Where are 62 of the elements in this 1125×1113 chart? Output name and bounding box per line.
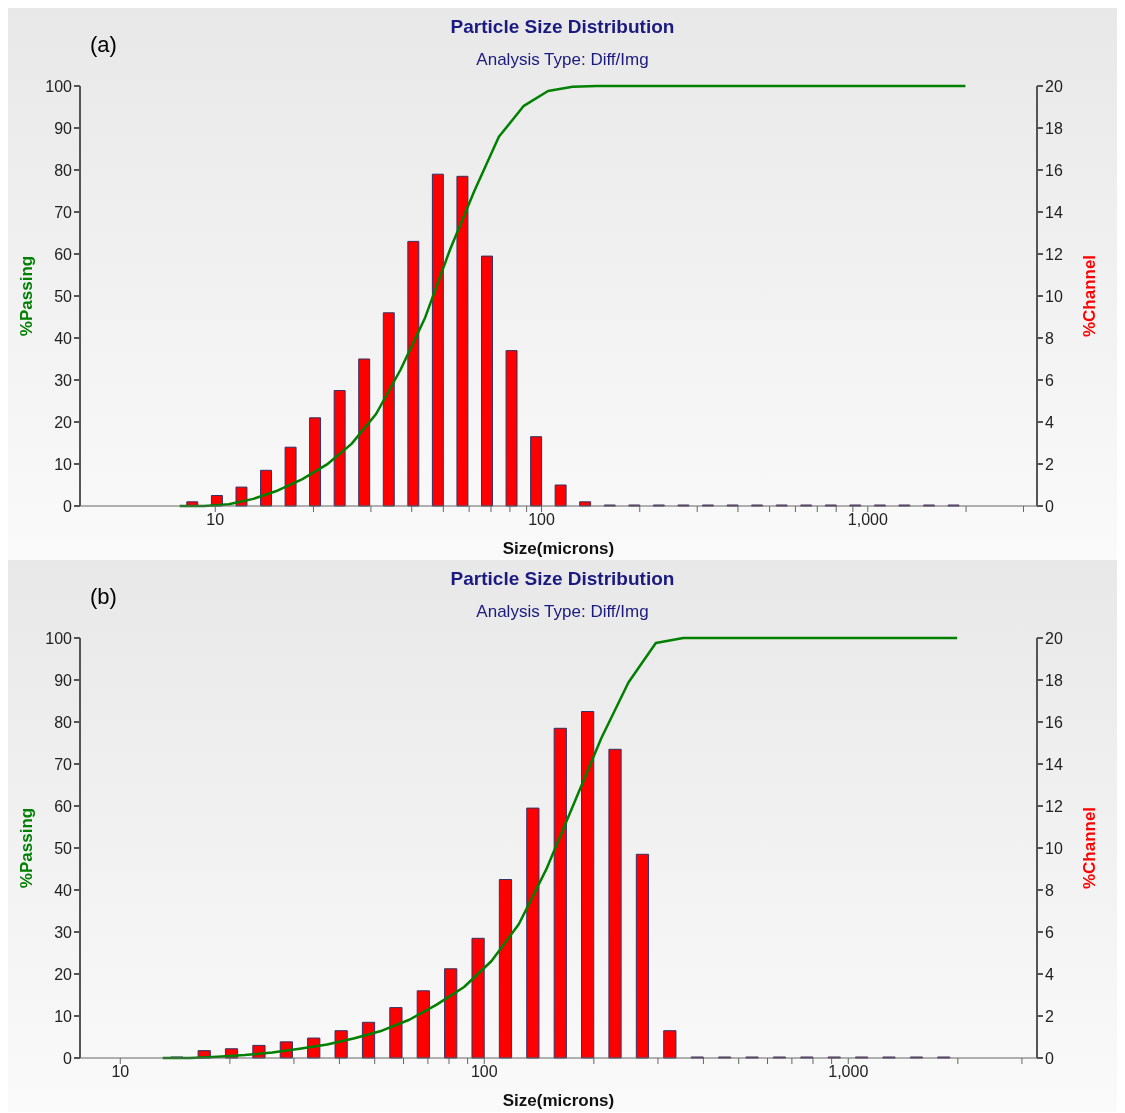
y-tick-label: 100 — [45, 77, 73, 95]
text: (a) — [90, 32, 117, 58]
y2-tick-label: 6 — [1045, 371, 1054, 389]
x-tick-label: 1,000 — [847, 511, 888, 529]
y2-tick-label: 10 — [1045, 287, 1063, 305]
y2-tick-label: 14 — [1045, 755, 1063, 773]
y-tick-label: 30 — [54, 371, 73, 389]
y2-tick-label: 12 — [1045, 797, 1063, 815]
y2-tick-label: 20 — [1045, 629, 1063, 647]
y2-tick-label: 18 — [1045, 671, 1063, 689]
x-tick-label: 10 — [111, 1063, 130, 1081]
x-tick-label: 10 — [206, 511, 225, 529]
y-tick-label: 90 — [54, 119, 73, 137]
y2-tick-label: 2 — [1045, 1007, 1054, 1025]
x-tick-label: 100 — [470, 1063, 498, 1081]
chart-title: Particle Size Distribution — [450, 568, 675, 589]
x-axis-title: Size(microns) — [502, 539, 615, 558]
x-axis-title: Size(microns) — [502, 1091, 615, 1110]
y-tick-label: 0 — [63, 497, 73, 515]
y-tick-label: 70 — [54, 203, 73, 221]
y-tick-label: 0 — [63, 1049, 73, 1067]
text: (b) — [90, 584, 117, 610]
y-tick-label: 60 — [54, 797, 73, 815]
y2-tick-label: 2 — [1045, 455, 1054, 473]
y2-axis-title: %Channel — [1080, 254, 1099, 338]
x-tick-label: 100 — [528, 511, 555, 529]
y-tick-label: 50 — [54, 287, 73, 305]
y-tick-label: 50 — [54, 839, 73, 857]
y2-tick-label: 16 — [1045, 713, 1063, 731]
y2-axis-title: %Channel — [1080, 806, 1099, 890]
y2-tick-label: 4 — [1045, 413, 1054, 431]
y-tick-label: 80 — [54, 713, 73, 731]
y-tick-label: 10 — [54, 1007, 73, 1025]
y-tick-label: 80 — [54, 161, 73, 179]
y-axis-title: %Passing — [17, 807, 36, 889]
y-tick-label: 70 — [54, 755, 73, 773]
y2-tick-label: 20 — [1045, 77, 1063, 95]
y2-tick-label: 14 — [1045, 203, 1063, 221]
y-tick-label: 90 — [54, 671, 73, 689]
chart-subtitle: Analysis Type: Diff/Img — [476, 602, 649, 621]
y-tick-label: 10 — [54, 455, 73, 473]
y-tick-label: 20 — [54, 413, 73, 431]
y-tick-label: 40 — [54, 329, 73, 347]
y2-tick-label: 18 — [1045, 119, 1063, 137]
y2-tick-label: 12 — [1045, 245, 1063, 263]
x-tick-label: 1,000 — [828, 1063, 869, 1081]
y-tick-label: 20 — [54, 965, 73, 983]
y2-tick-label: 10 — [1045, 839, 1063, 857]
y-tick-label: 40 — [54, 881, 73, 899]
y2-tick-label: 8 — [1045, 881, 1054, 899]
y-tick-label: 60 — [54, 245, 73, 263]
chart-subtitle: Analysis Type: Diff/Img — [476, 50, 649, 69]
chart-title: Particle Size Distribution — [450, 16, 675, 37]
y-tick-label: 30 — [54, 923, 73, 941]
y2-tick-label: 8 — [1045, 329, 1054, 347]
y2-tick-label: 6 — [1045, 923, 1054, 941]
y2-tick-label: 0 — [1045, 1049, 1054, 1067]
y-tick-label: 100 — [45, 629, 73, 647]
y2-tick-label: 0 — [1045, 497, 1054, 515]
y2-tick-label: 4 — [1045, 965, 1054, 983]
y2-tick-label: 16 — [1045, 161, 1063, 179]
y-axis-title: %Passing — [17, 255, 36, 337]
